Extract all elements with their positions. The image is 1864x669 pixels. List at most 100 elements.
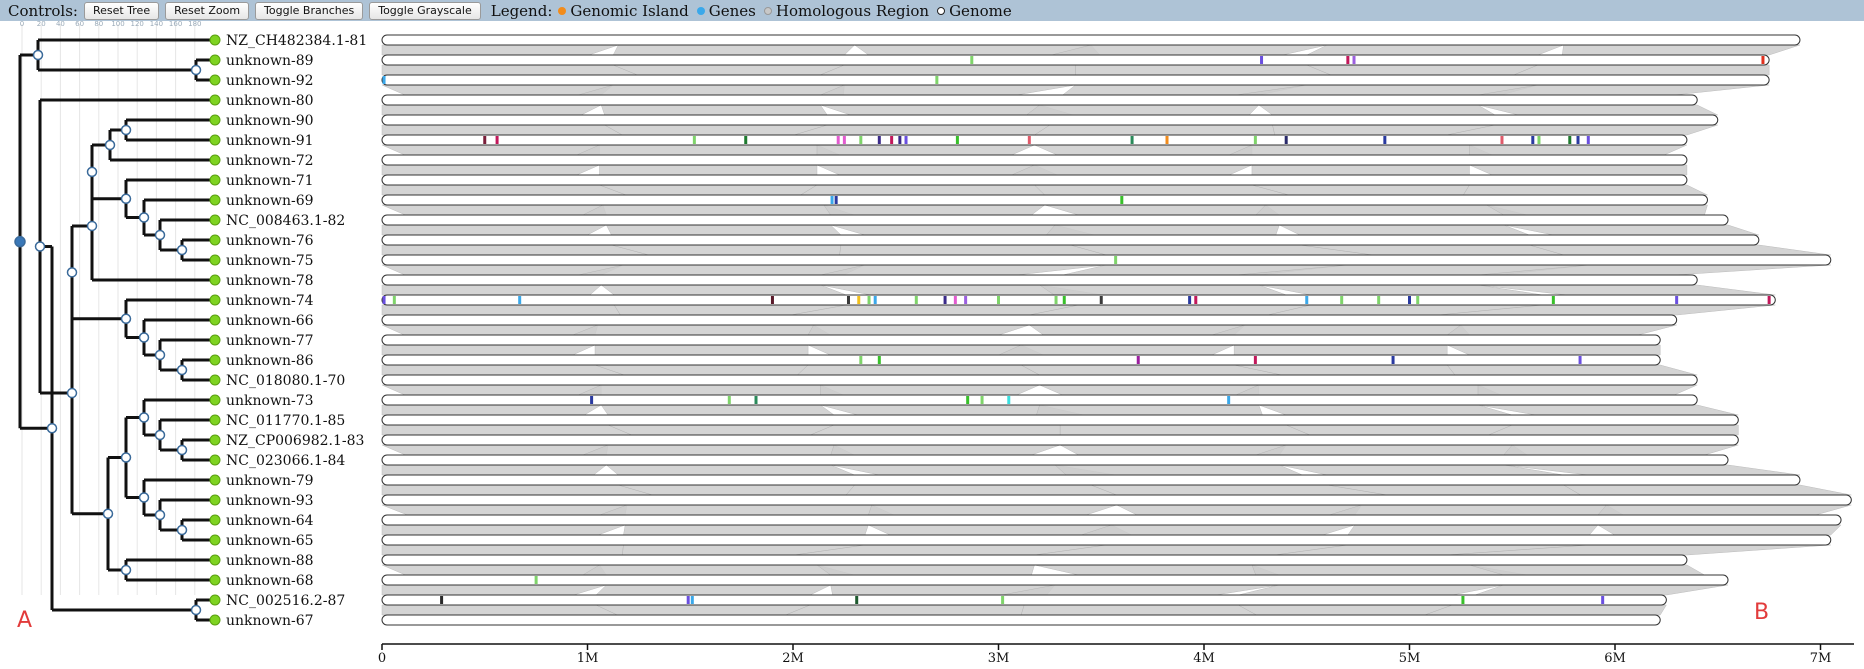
gene-marker[interactable]: [904, 136, 908, 144]
genome-bar[interactable]: [381, 514, 1842, 526]
gene-marker[interactable]: [964, 296, 968, 304]
gene-marker[interactable]: [1537, 136, 1541, 144]
gene-marker[interactable]: [590, 396, 594, 404]
gene-marker[interactable]: [877, 136, 881, 144]
genome-bar[interactable]: [381, 314, 1678, 326]
gene-marker[interactable]: [943, 296, 947, 304]
gene-marker[interactable]: [1576, 136, 1580, 144]
gene-marker[interactable]: [1165, 136, 1169, 144]
tree-node[interactable]: [138, 492, 150, 503]
gene-marker[interactable]: [1099, 296, 1103, 304]
tree-node[interactable]: [176, 244, 188, 256]
genome-bar[interactable]: [381, 274, 1698, 286]
gene-marker[interactable]: [744, 136, 748, 144]
genome-bar[interactable]: [381, 114, 1719, 126]
tree-node[interactable]: [154, 429, 166, 441]
gene-marker[interactable]: [914, 296, 918, 304]
tree-leaf-node[interactable]: [209, 234, 221, 246]
genome-bar[interactable]: [381, 434, 1739, 446]
gene-marker[interactable]: [1305, 296, 1309, 304]
tree-node[interactable]: [190, 64, 202, 76]
gene-marker[interactable]: [1120, 196, 1124, 204]
gene-marker[interactable]: [1027, 136, 1031, 144]
reset-zoom-button[interactable]: Reset Zoom: [165, 1, 250, 20]
gene-marker[interactable]: [834, 196, 838, 204]
toggle-branches-button[interactable]: Toggle Branches: [255, 1, 364, 20]
gene-marker[interactable]: [1601, 596, 1605, 604]
gene-marker[interactable]: [859, 136, 863, 144]
tree-node[interactable]: [176, 444, 188, 456]
phylogenetic-tree[interactable]: [14, 34, 221, 626]
gene-marker[interactable]: [842, 136, 846, 144]
gene-marker[interactable]: [1500, 136, 1504, 144]
gene-marker[interactable]: [1284, 136, 1288, 144]
tree-leaf-node[interactable]: [209, 214, 221, 226]
tree-node[interactable]: [190, 604, 202, 616]
tree-node[interactable]: [176, 364, 188, 376]
tree-node[interactable]: [154, 229, 166, 241]
gene-marker[interactable]: [1253, 136, 1257, 144]
gene-marker[interactable]: [770, 296, 774, 304]
gene-marker[interactable]: [440, 596, 444, 604]
genome-bar[interactable]: [381, 74, 1770, 86]
tree-leaf-node[interactable]: [209, 614, 221, 626]
genome-bar[interactable]: [381, 534, 1832, 546]
tree-leaf-node[interactable]: [209, 154, 221, 166]
genome-bar[interactable]: [381, 354, 1661, 366]
gene-marker[interactable]: [1007, 396, 1011, 404]
gene-marker[interactable]: [518, 296, 522, 304]
gene-marker[interactable]: [1586, 136, 1590, 144]
tree-node[interactable]: [138, 412, 150, 423]
genome-bar[interactable]: [381, 234, 1760, 246]
tree-node[interactable]: [154, 509, 166, 521]
genome-bar[interactable]: [381, 134, 1688, 146]
tree-node[interactable]: [138, 212, 150, 223]
tree-leaf-node[interactable]: [209, 574, 221, 586]
gene-marker[interactable]: [686, 596, 690, 604]
tree-leaf-node[interactable]: [209, 74, 221, 86]
gene-marker[interactable]: [970, 56, 974, 64]
gene-marker[interactable]: [1136, 356, 1140, 364]
gene-marker[interactable]: [830, 196, 834, 204]
gene-marker[interactable]: [997, 296, 1000, 304]
tree-node[interactable]: [86, 220, 98, 232]
gene-marker[interactable]: [980, 396, 984, 404]
toggle-grayscale-button[interactable]: Toggle Grayscale: [369, 1, 481, 20]
gene-marker[interactable]: [836, 136, 840, 144]
tree-leaf-node[interactable]: [209, 594, 221, 606]
genome-bar[interactable]: [381, 494, 1852, 506]
gene-marker[interactable]: [1551, 296, 1555, 304]
gene-marker[interactable]: [846, 296, 850, 304]
tree-leaf-node[interactable]: [209, 294, 221, 306]
genome-bar[interactable]: [381, 154, 1688, 166]
genome-bar[interactable]: [381, 454, 1729, 466]
gene-marker[interactable]: [898, 136, 902, 144]
gene-marker[interactable]: [1578, 356, 1582, 364]
tree-leaf-node[interactable]: [209, 94, 221, 106]
gene-marker[interactable]: [955, 136, 959, 144]
tree-leaf-node[interactable]: [209, 434, 221, 446]
gene-marker[interactable]: [953, 296, 957, 304]
tree-leaf-node[interactable]: [209, 194, 221, 206]
gene-marker[interactable]: [1767, 296, 1771, 304]
genome-bar[interactable]: [381, 254, 1832, 266]
genome-bar[interactable]: [381, 554, 1688, 566]
gene-marker[interactable]: [382, 76, 386, 84]
gene-marker[interactable]: [1062, 296, 1066, 304]
tree-node[interactable]: [120, 193, 132, 204]
genome-bar[interactable]: [381, 94, 1698, 106]
tree-node[interactable]: [120, 564, 132, 576]
tree-node[interactable]: [176, 524, 188, 536]
tree-node[interactable]: [138, 332, 150, 343]
tree-leaf-node[interactable]: [209, 454, 221, 466]
gene-marker[interactable]: [857, 296, 861, 304]
genome-bar[interactable]: [381, 54, 1770, 66]
gene-marker[interactable]: [483, 136, 487, 144]
tree-node[interactable]: [66, 267, 78, 278]
tree-node[interactable]: [66, 387, 78, 399]
genome-bar[interactable]: [381, 214, 1729, 226]
tree-node[interactable]: [14, 235, 26, 248]
gene-marker[interactable]: [495, 136, 499, 144]
tree-node[interactable]: [154, 349, 166, 361]
reset-tree-button[interactable]: Reset Tree: [83, 1, 160, 20]
